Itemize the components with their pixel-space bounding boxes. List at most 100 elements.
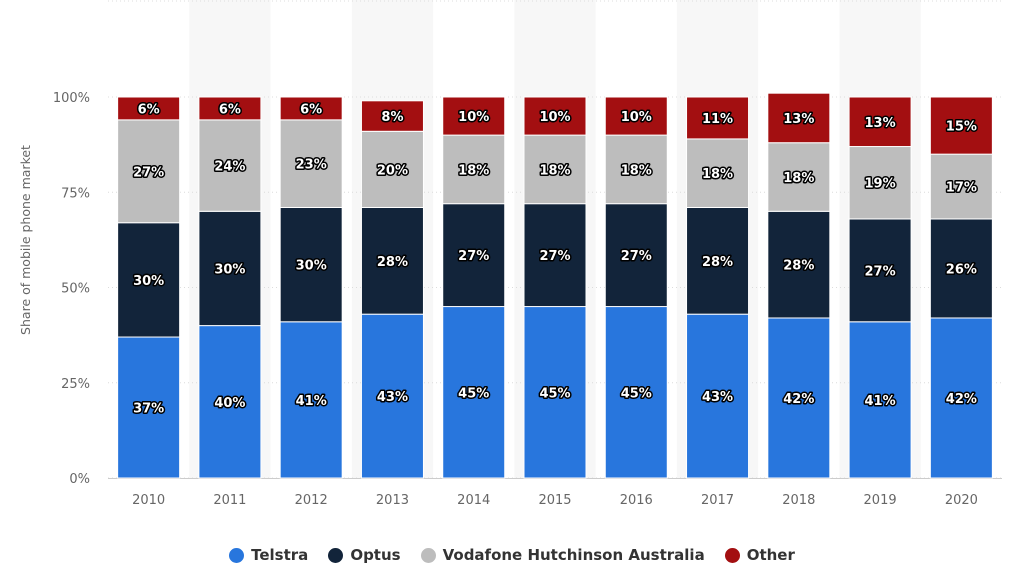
legend-item-vodafone[interactable]: Vodafone Hutchinson Australia: [420, 546, 705, 564]
data-label: 30%: [133, 274, 164, 289]
data-label: 18%: [621, 163, 652, 178]
data-label: 10%: [458, 110, 489, 125]
data-label: 43%: [702, 390, 733, 405]
stacked-bar-chart: 0% 25% 50% 75% 100% 37% 30% 27% 6% 40% 30% 24% 6% 41…: [18, 0, 1002, 508]
bars: [117, 92, 993, 479]
data-label: 41%: [296, 394, 327, 409]
bar-segment: [523, 96, 587, 136]
x-tick-label: 2017: [701, 493, 734, 508]
data-label: 27%: [621, 249, 652, 264]
legend-label: Vodafone Hutchinson Australia: [442, 546, 705, 564]
bar-segment: [686, 313, 750, 479]
data-label: 18%: [458, 163, 489, 178]
data-label: 24%: [214, 160, 245, 175]
x-tick-label: 2013: [376, 493, 409, 508]
data-label: 42%: [946, 392, 977, 407]
bar-segment: [686, 96, 750, 140]
bar-segment: [929, 96, 993, 155]
data-label: 6%: [219, 102, 241, 117]
data-label: 45%: [458, 386, 489, 401]
data-label: 6%: [138, 102, 160, 117]
data-label: 40%: [214, 396, 245, 411]
data-label: 23%: [296, 158, 327, 173]
data-label: 13%: [865, 116, 896, 131]
data-label: 28%: [377, 255, 408, 270]
legend-label: Optus: [350, 546, 401, 564]
x-tick-label: 2012: [295, 493, 328, 508]
x-tick-label: 2016: [620, 493, 653, 508]
bar-segment: [117, 222, 181, 338]
bar-segment: [604, 306, 668, 479]
bar-segment: [929, 317, 993, 479]
data-labels: 37% 30% 27% 6% 40% 30% 24% 6% 41% 30% 23% 6% 43% 28% 2…: [132, 101, 979, 418]
bar-segment: [523, 134, 587, 205]
data-label: 8%: [381, 110, 403, 125]
legend-item-optus[interactable]: Optus: [328, 546, 401, 564]
data-label: 18%: [702, 167, 733, 182]
data-label: 30%: [296, 259, 327, 274]
x-tick-label: 2015: [538, 493, 571, 508]
data-label: 10%: [539, 110, 570, 125]
bar-segment: [767, 210, 831, 319]
data-label: 27%: [133, 165, 164, 180]
legend-marker-icon: [229, 547, 245, 563]
x-tick-label: 2014: [457, 493, 490, 508]
bar-segment: [360, 206, 424, 315]
data-label: 11%: [702, 112, 733, 127]
data-label: 17%: [946, 181, 977, 196]
y-tick-label: 75%: [61, 186, 90, 201]
bar-segment: [604, 96, 668, 136]
legend-label: Telstra: [251, 546, 309, 564]
bar-segment: [117, 96, 181, 121]
bar-segment: [279, 119, 343, 208]
bar-segment: [848, 321, 912, 479]
bar-segment: [279, 321, 343, 479]
bar-segment: [848, 96, 912, 148]
bar-segment: [523, 306, 587, 479]
data-label: 13%: [783, 112, 814, 127]
bar-segment: [686, 138, 750, 208]
data-label: 28%: [702, 255, 733, 270]
bar-segment: [279, 96, 343, 121]
data-label: 10%: [621, 110, 652, 125]
data-label: 6%: [300, 102, 322, 117]
legend: Telstra Optus Vodafone Hutchinson Austra…: [0, 546, 1024, 564]
bar-segment: [198, 119, 262, 212]
legend-item-telstra[interactable]: Telstra: [229, 546, 308, 564]
bar-segment: [686, 206, 750, 315]
data-label: 45%: [621, 386, 652, 401]
y-tick-label: 50%: [61, 282, 90, 297]
x-tick-label: 2020: [945, 493, 978, 508]
legend-item-other[interactable]: Other: [724, 546, 795, 564]
y-tick-label: 25%: [61, 377, 90, 392]
legend-marker-icon: [420, 547, 436, 563]
data-label: 41%: [865, 394, 896, 409]
bar-segment: [117, 119, 181, 224]
data-label: 43%: [377, 390, 408, 405]
data-label: 19%: [865, 177, 896, 192]
data-label: 27%: [865, 264, 896, 279]
x-tick-label: 2019: [864, 493, 897, 508]
data-label: 28%: [783, 259, 814, 274]
data-label: 42%: [783, 392, 814, 407]
bar-segment: [767, 92, 831, 144]
x-axis-ticks: 2010 2011 2012 2013 2014 2015 2016 2017 2018 2019…: [132, 493, 978, 508]
bar-segment: [360, 100, 424, 132]
data-label: 27%: [539, 249, 570, 264]
y-axis-ticks: 0% 25% 50% 75% 100%: [53, 91, 90, 487]
bar-segment: [848, 146, 912, 220]
legend-marker-icon: [328, 547, 344, 563]
bar-segment: [198, 210, 262, 327]
bar-segment: [117, 336, 181, 479]
y-tick-label: 0%: [69, 472, 90, 487]
bar-segment: [360, 130, 424, 208]
bar-segment: [523, 203, 587, 308]
data-label: 18%: [783, 171, 814, 186]
data-label: 45%: [539, 386, 570, 401]
y-axis-label: Share of mobile phone market: [18, 145, 33, 335]
data-label: 15%: [946, 120, 977, 135]
bar-segment: [360, 313, 424, 479]
data-label: 27%: [458, 249, 489, 264]
x-tick-label: 2018: [782, 493, 815, 508]
x-tick-label: 2010: [132, 493, 165, 508]
